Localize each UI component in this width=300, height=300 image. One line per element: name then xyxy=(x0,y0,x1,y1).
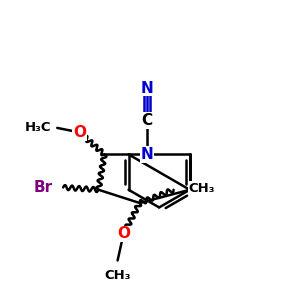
Text: C: C xyxy=(142,113,153,128)
Text: H₃C: H₃C xyxy=(25,122,51,134)
Text: N: N xyxy=(141,81,153,96)
Text: CH₃: CH₃ xyxy=(104,268,131,282)
Text: O: O xyxy=(73,125,86,140)
Text: Br: Br xyxy=(34,180,53,195)
Text: CH₃: CH₃ xyxy=(188,182,215,195)
Text: N: N xyxy=(141,147,153,162)
Text: O: O xyxy=(117,226,130,242)
